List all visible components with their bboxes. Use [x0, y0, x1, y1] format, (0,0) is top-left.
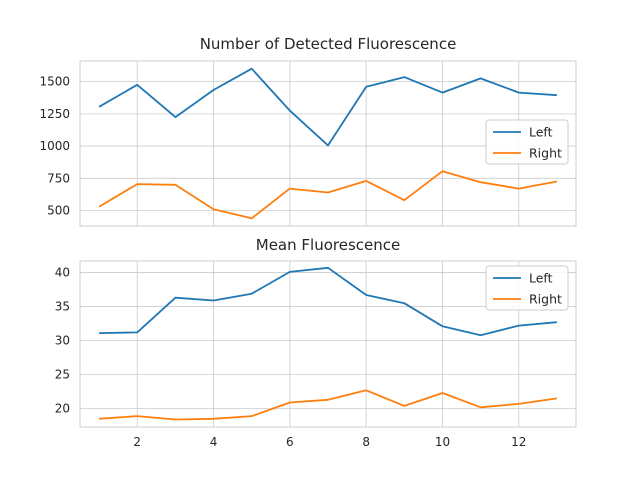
- axes-frame: [79, 60, 577, 227]
- legend-label-right: Right: [529, 292, 562, 307]
- series-lines: [98, 67, 558, 220]
- x-tick-label: 6: [286, 435, 294, 449]
- legend-label-right: Right: [529, 146, 562, 161]
- y-tick-label: 1500: [39, 75, 70, 89]
- y-tick-label: 500: [47, 204, 70, 218]
- series-line-left: [98, 67, 557, 147]
- y-tick-label: 750: [47, 171, 70, 185]
- y-tick-label: 1000: [39, 139, 70, 153]
- legend-label-left: Left: [529, 125, 553, 140]
- series-lines: [99, 266, 558, 421]
- y-tick-label: 20: [55, 402, 70, 416]
- y-tick-label: 30: [55, 334, 70, 348]
- series-line-right: [99, 389, 558, 421]
- y-tick-label: 40: [55, 266, 70, 280]
- x-tick-label: 2: [133, 435, 141, 449]
- x-tick-label: 12: [511, 435, 526, 449]
- y-tick-labels: 500 750 1000 1250 1500: [39, 75, 70, 218]
- x-tick-label: 10: [435, 435, 450, 449]
- subplot-title: Mean Fluorescence: [256, 236, 400, 254]
- y-tick-labels: 20 25 30 35 40: [55, 266, 70, 416]
- x-tick-label: 4: [210, 435, 218, 449]
- x-tick-label: 8: [362, 435, 370, 449]
- legend: Left Right: [485, 265, 569, 311]
- series-line-right: [98, 170, 558, 220]
- y-tick-label: 35: [55, 300, 70, 314]
- legend: Left Right: [485, 119, 569, 165]
- axes-frame: [79, 260, 577, 428]
- series-line-left: [99, 266, 557, 337]
- legend-label-left: Left: [529, 271, 553, 286]
- y-tick-label: 1250: [39, 107, 70, 121]
- subplot-mean-fluorescence: Mean Fluorescence 20 25 30 35 40 2 4 6 8 10 12 Le…: [55, 236, 577, 449]
- subplot-title: Number of Detected Fluorescence: [200, 35, 457, 53]
- x-gridlines: [136, 261, 520, 427]
- y-tick-label: 25: [55, 368, 70, 382]
- x-tick-labels: 2 4 6 8 10 12: [133, 435, 526, 449]
- subplot-detected-count: Number of Detected Fluorescence 500 750 10…: [39, 35, 577, 227]
